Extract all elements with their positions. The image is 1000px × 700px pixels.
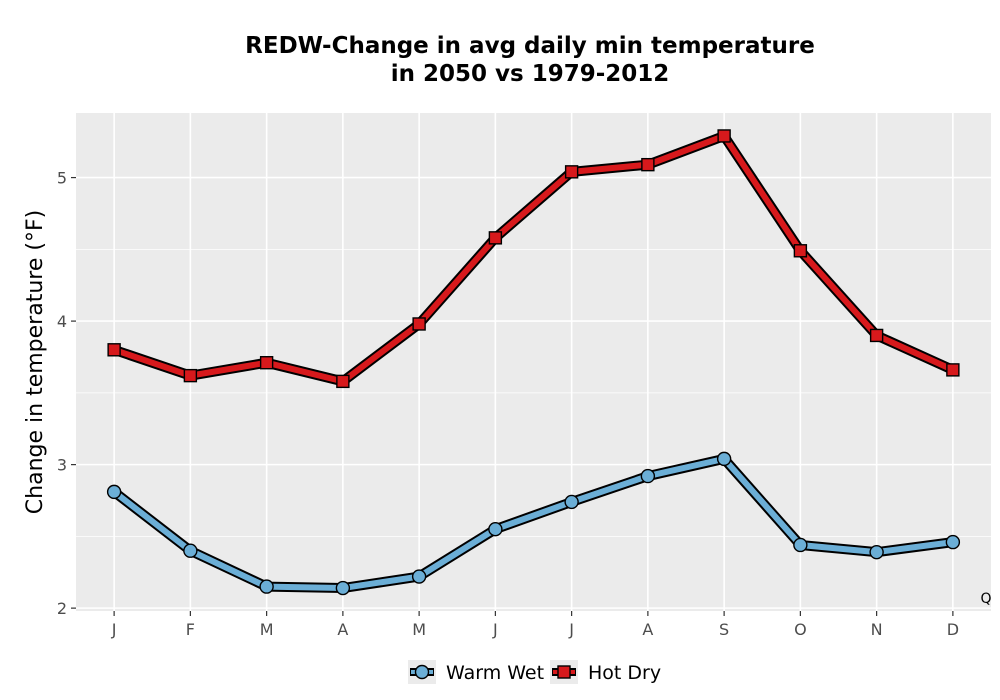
plot-panel — [76, 113, 991, 611]
data-point — [183, 368, 198, 383]
x-tick-label: J — [492, 620, 498, 639]
y-tick-label: 4 — [57, 312, 67, 331]
data-point — [793, 244, 808, 258]
x-tick-label: N — [871, 620, 883, 639]
x-tick-label: S — [719, 620, 729, 639]
data-point — [488, 521, 503, 537]
series-warm-wet — [106, 451, 961, 596]
data-point — [869, 544, 884, 560]
x-tick-label: O — [794, 620, 807, 639]
series-layer — [106, 129, 961, 596]
data-point — [717, 129, 731, 143]
legend-item-hot-dry: Hot Dry — [550, 660, 661, 684]
series-line — [111, 132, 956, 385]
x-tick-label: A — [337, 620, 348, 639]
data-point — [946, 363, 960, 377]
y-tick-label: 3 — [57, 456, 67, 475]
legend-key-marker — [557, 665, 571, 679]
chart-title-line-2: in 2050 vs 1979-2012 — [391, 61, 670, 87]
data-point — [259, 356, 274, 370]
legend-label: Hot Dry — [588, 662, 661, 684]
legend-key-marker — [414, 664, 430, 680]
x-tick-label: F — [186, 620, 195, 639]
data-point — [411, 569, 427, 584]
data-point — [716, 451, 732, 467]
data-point — [641, 157, 655, 172]
series-hot-dry — [107, 129, 960, 389]
series-line — [111, 455, 956, 592]
x-tick-label: D — [947, 620, 959, 639]
data-point — [793, 537, 808, 553]
data-point — [564, 494, 579, 510]
x-tick-label: J — [111, 620, 117, 639]
x-tick-label: A — [642, 620, 653, 639]
data-point — [183, 543, 198, 558]
y-axis-label: Change in temperature (°F) — [23, 210, 48, 514]
x-tick-label: M — [412, 620, 426, 639]
x-tick-label: J — [568, 620, 574, 639]
data-point — [488, 231, 503, 245]
data-point — [869, 328, 884, 343]
corner-label: Q — [980, 591, 991, 607]
data-point — [107, 343, 121, 357]
data-point — [259, 579, 274, 594]
data-point — [640, 468, 656, 484]
chart-title-line-1: REDW-Change in avg daily min temperature — [245, 33, 815, 59]
x-tick-label: M — [260, 620, 274, 639]
legend: Warm Wet Hot Dry — [408, 660, 661, 684]
legend-item-warm-wet: Warm Wet — [408, 660, 544, 684]
data-point — [335, 580, 351, 596]
data-point — [106, 484, 122, 500]
y-tick-label: 2 — [57, 599, 67, 618]
y-axis-ticks: 2 3 4 5 — [57, 169, 76, 618]
data-point — [564, 165, 579, 179]
y-tick-label: 5 — [57, 169, 67, 188]
data-point — [336, 374, 350, 389]
data-point — [945, 534, 961, 550]
legend-label: Warm Wet — [446, 662, 544, 684]
data-point — [412, 317, 426, 331]
